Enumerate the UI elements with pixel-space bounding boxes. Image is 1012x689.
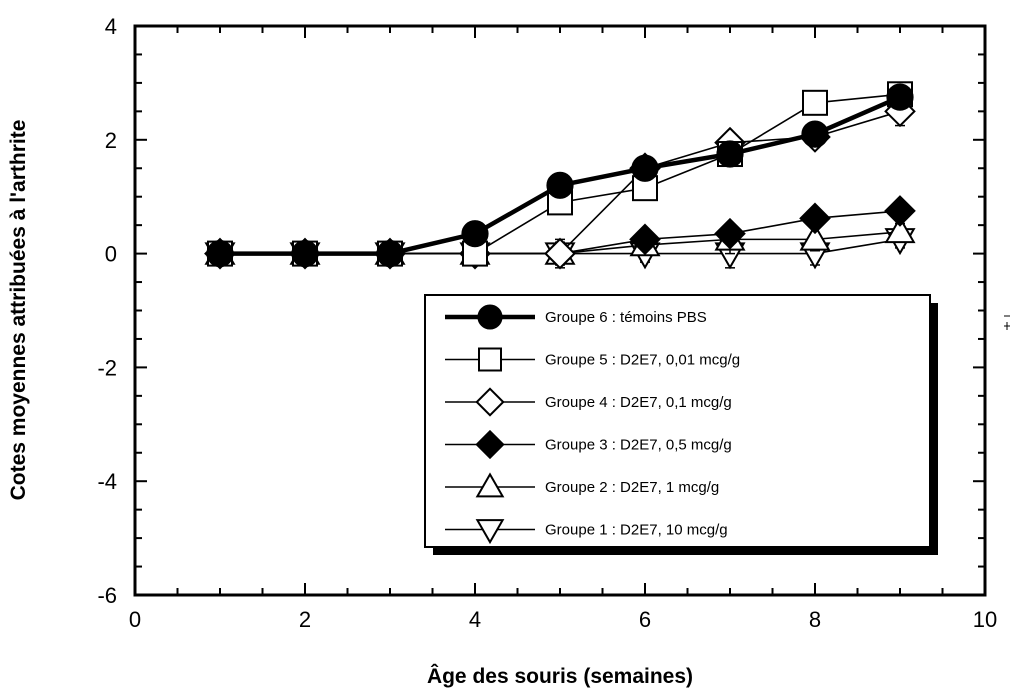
legend-item: Groupe 1 : D2E7, 10 mcg/g xyxy=(445,519,728,545)
data-point xyxy=(206,240,234,268)
legend-item: Groupe 4 : D2E7, 0,1 mcg/g xyxy=(445,387,732,417)
y-tick-label: -4 xyxy=(97,469,117,494)
data-point xyxy=(884,195,916,227)
legend-marker xyxy=(475,472,505,498)
series-circle-filled xyxy=(206,83,914,268)
legend-item: Groupe 5 : D2E7, 0,01 mcg/g xyxy=(445,347,740,372)
y-axis-title: Cotes moyennes attribuées à l'arthrite xyxy=(7,120,30,501)
x-tick-label: 6 xyxy=(639,607,651,632)
legend-label: Groupe 5 : D2E7, 0,01 mcg/g xyxy=(545,352,740,369)
data-point xyxy=(544,237,576,270)
legend-item: Groupe 3 : D2E7, 0,5 mcg/g xyxy=(445,429,732,460)
x-tick-label: 10 xyxy=(973,607,997,632)
legend-marker xyxy=(475,387,505,417)
x-tick-label: 8 xyxy=(809,607,821,632)
legend-item: Groupe 6 : témoins PBS xyxy=(445,304,707,330)
edge-mark xyxy=(1004,315,1010,330)
legend-marker xyxy=(477,304,503,330)
x-tick-label: 0 xyxy=(129,607,141,632)
legend-box xyxy=(424,294,931,548)
data-point xyxy=(629,223,661,256)
y-tick-label: -6 xyxy=(97,583,117,608)
legend-label: Groupe 4 : D2E7, 0,1 mcg/g xyxy=(545,394,732,411)
data-point xyxy=(376,240,404,268)
series xyxy=(204,81,916,270)
legend-marker xyxy=(478,347,502,372)
data-point xyxy=(461,220,489,248)
x-tick-label: 2 xyxy=(299,607,311,632)
data-point xyxy=(631,154,659,182)
legend-marker xyxy=(475,519,505,545)
legend-label: Groupe 1 : D2E7, 10 mcg/g xyxy=(545,522,728,539)
y-tick-labels: -6 -4 -2 0 2 4 xyxy=(97,14,117,608)
data-point xyxy=(802,89,828,116)
legend-label: Groupe 6 : témoins PBS xyxy=(545,309,707,326)
data-point xyxy=(714,217,746,250)
data-point xyxy=(291,240,319,268)
data-point xyxy=(546,171,574,199)
legend-label: Groupe 3 : D2E7, 0,5 mcg/g xyxy=(545,437,732,454)
y-tick-label: 0 xyxy=(105,242,117,267)
x-tick-label: 4 xyxy=(469,607,481,632)
y-tick-label: -2 xyxy=(97,355,117,380)
legend-item: Groupe 2 : D2E7, 1 mcg/g xyxy=(445,472,719,498)
y-tick-label: 4 xyxy=(105,14,117,39)
x-tick-labels: 0 2 4 6 8 10 xyxy=(129,607,997,632)
legend-marker xyxy=(475,429,505,460)
legend-label: Groupe 2 : D2E7, 1 mcg/g xyxy=(545,479,719,496)
data-point xyxy=(799,202,831,235)
data-point xyxy=(801,120,829,148)
legend-items: Groupe 6 : témoins PBS Groupe 5 : D2E7, 0… xyxy=(445,304,740,545)
data-point xyxy=(886,83,914,111)
data-point xyxy=(884,216,916,244)
y-tick-label: 2 xyxy=(105,128,117,153)
data-point xyxy=(716,140,744,168)
data-point xyxy=(799,223,831,251)
x-axis-title: Âge des souris (semaines) xyxy=(427,664,693,688)
legend: Groupe 6 : témoins PBS Groupe 5 : D2E7, 0… xyxy=(424,294,938,555)
ticks xyxy=(134,25,986,596)
